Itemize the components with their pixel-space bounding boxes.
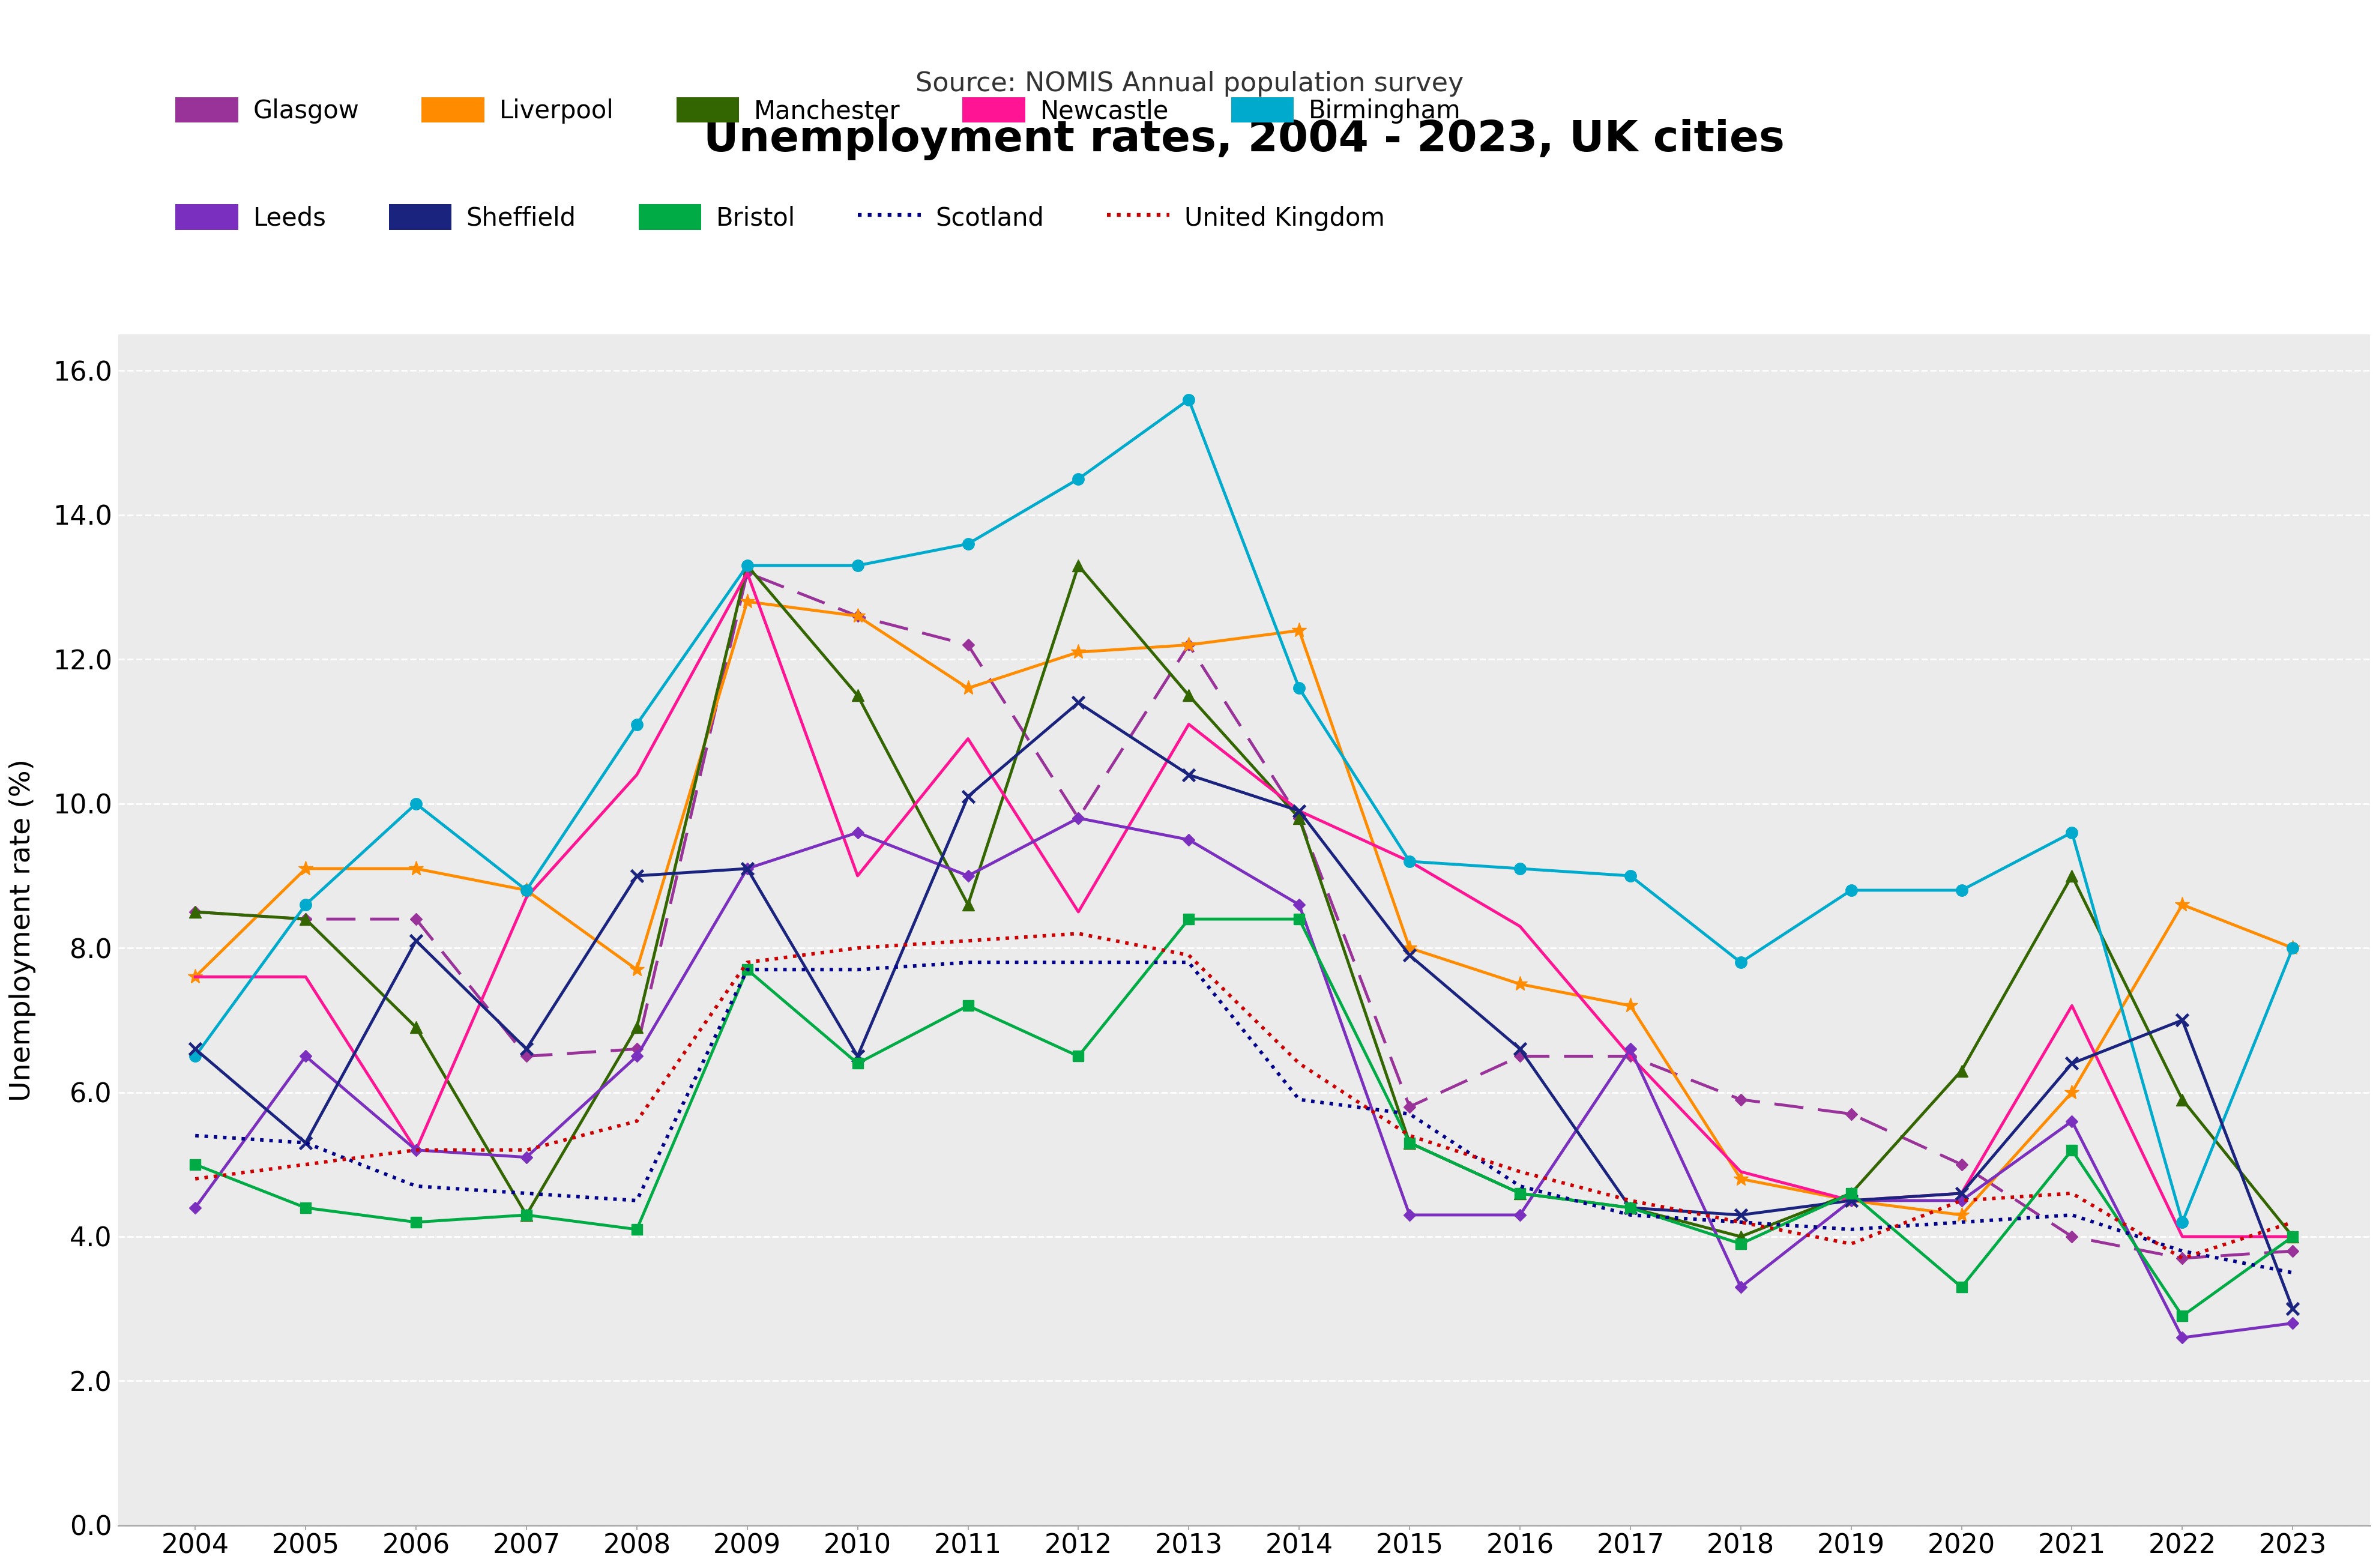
Title: Unemployment rates, 2004 - 2023, UK cities: Unemployment rates, 2004 - 2023, UK citi… xyxy=(704,119,1784,160)
Legend: Leeds, Sheffield, Bristol, Scotland, United Kingdom: Leeds, Sheffield, Bristol, Scotland, Uni… xyxy=(176,204,1385,230)
Text: Source: NOMIS Annual population survey: Source: NOMIS Annual population survey xyxy=(916,71,1463,96)
Y-axis label: Unemployment rate (%): Unemployment rate (%) xyxy=(10,759,36,1101)
